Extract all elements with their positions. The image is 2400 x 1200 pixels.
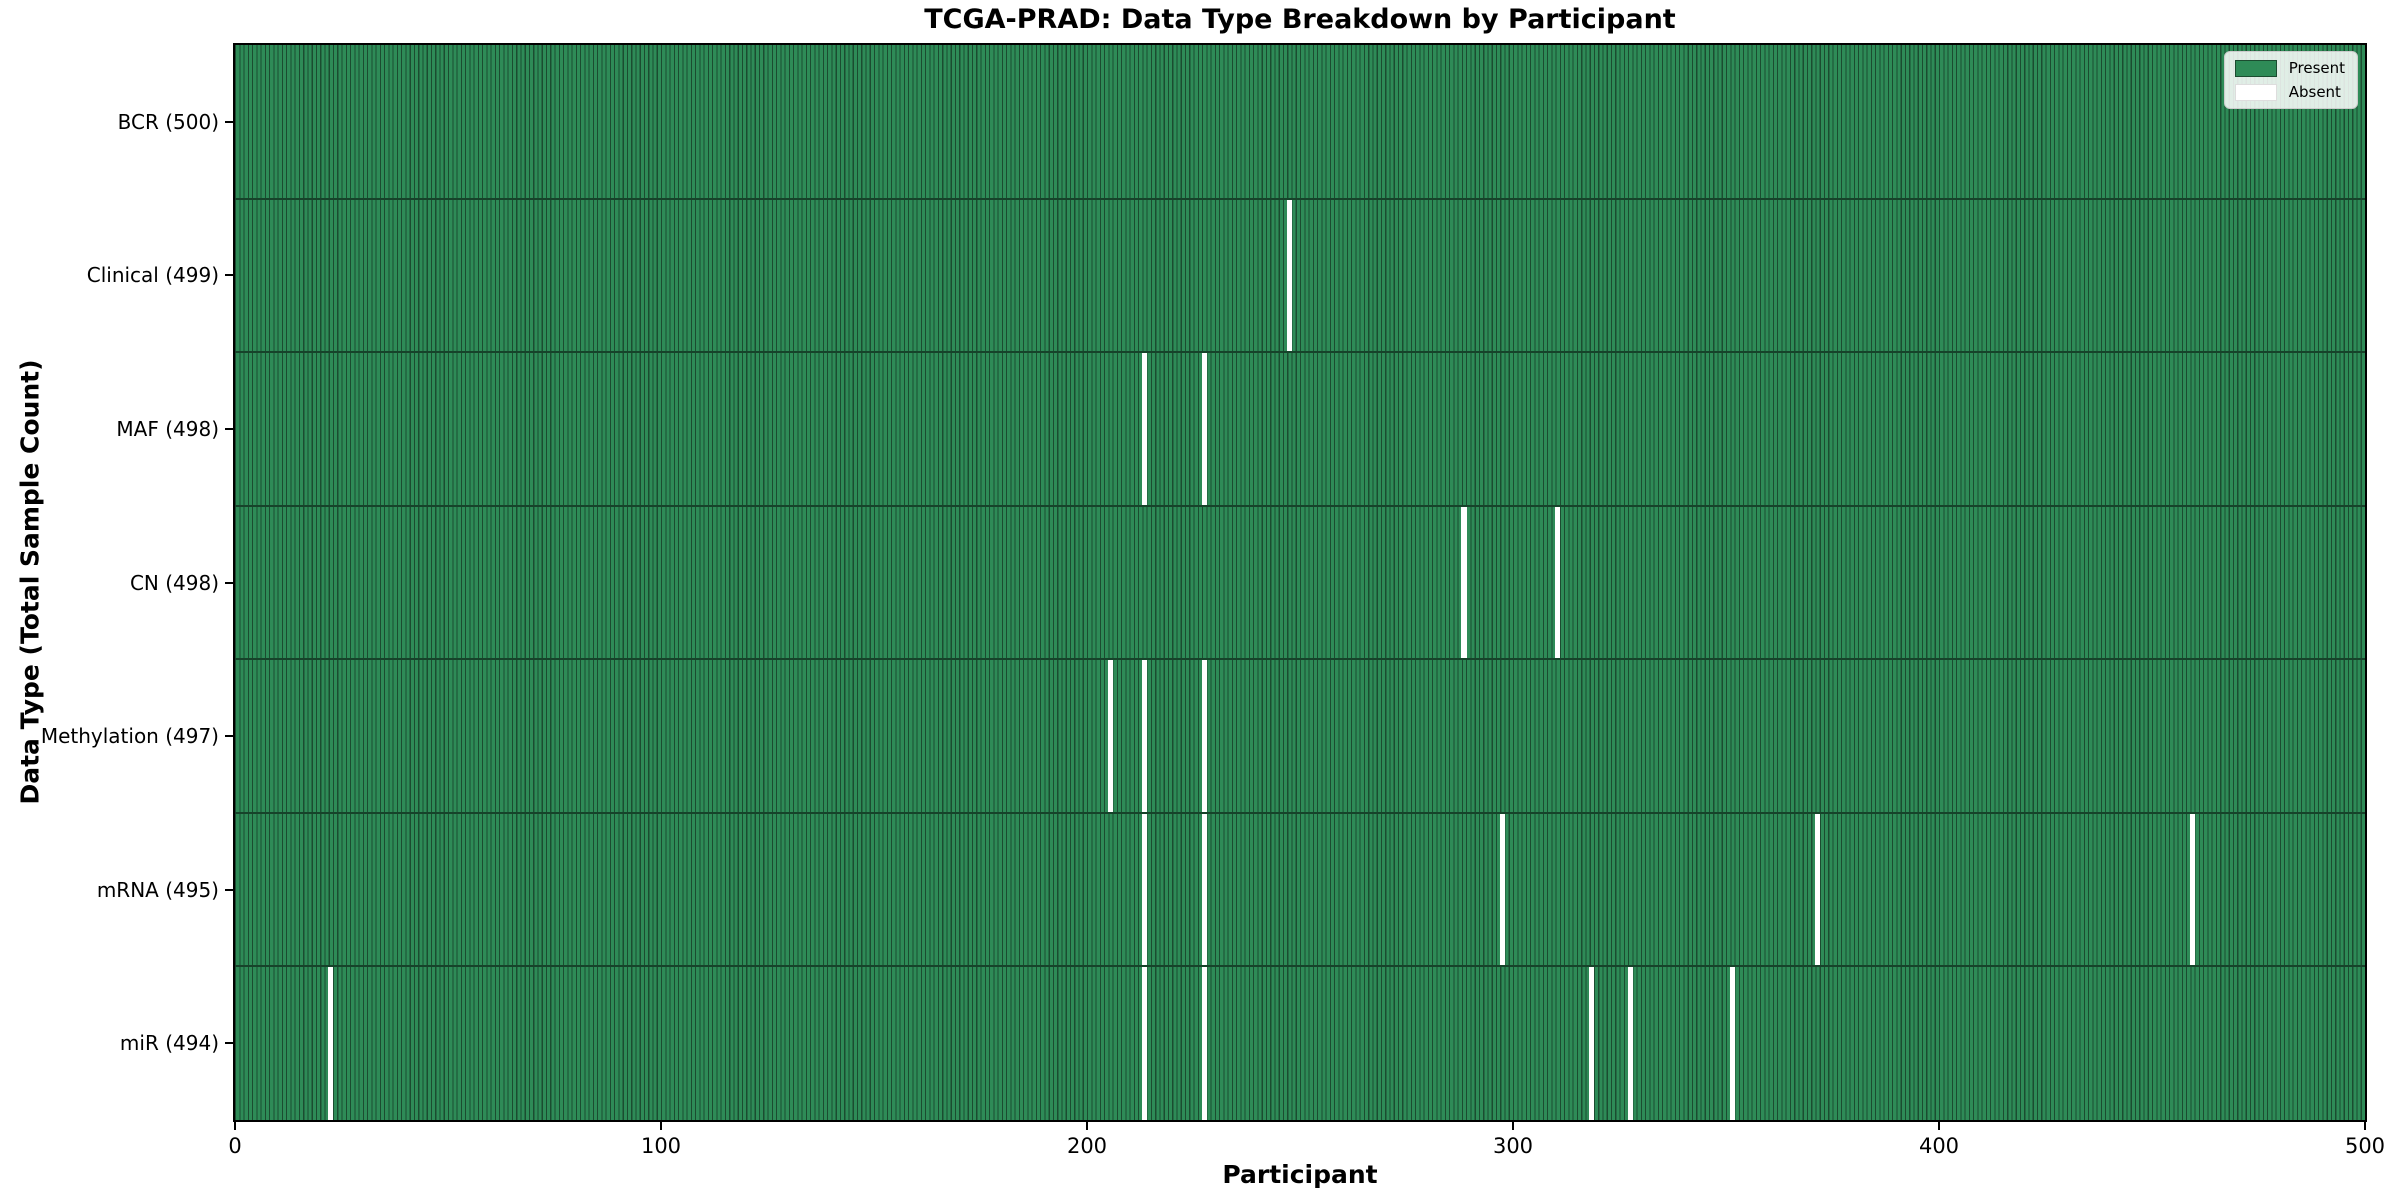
absent-gap-methylation-205 [1107,659,1113,813]
row-separator [235,658,2365,661]
absent-gap-maf-227 [1201,352,1207,506]
absent-gap-mrna-227 [1201,812,1207,967]
absent-gap-mir-351 [1729,966,1735,1120]
absent-gap-mrna-213 [1141,812,1148,967]
x-tick-label: 0 [228,1134,242,1158]
legend-item-absent: Absent [2234,83,2345,101]
y-tick-label-methylation: Methylation (497) [40,724,219,749]
x-tick-mark [1512,1122,1514,1130]
heatmap-row-bcr [235,45,2365,199]
absent-gap-mir-22 [328,966,334,1120]
row-separator [235,811,2365,814]
absent-gap-mrna-371 [1815,812,1821,967]
heatmap-row-mir [235,966,2365,1120]
absent-gap-mir-227 [1201,966,1207,1120]
x-tick-label: 500 [2344,1134,2386,1158]
legend-label-absent: Absent [2288,83,2341,101]
y-tick-mark [225,581,233,584]
y-tick-mark [225,427,233,430]
x-tick-label: 200 [1066,1134,1108,1158]
heatmap-row-mrna [235,812,2365,967]
y-tick-label-mir: miR (494) [119,1031,219,1056]
legend: Present Absent [2223,51,2358,109]
y-tick-mark [225,735,233,738]
x-tick-label: 100 [640,1134,682,1158]
absent-gap-clinical-247 [1286,198,1292,353]
row-separator [235,197,2365,200]
absent-gap-mir-327 [1627,966,1633,1120]
absent-swatch-icon [2234,83,2277,101]
legend-item-present: Present [2234,59,2345,77]
x-tick-label: 300 [1492,1134,1534,1158]
y-tick-mark [225,1042,233,1045]
x-tick-mark [234,1122,236,1130]
x-axis-label: Participant [1222,1160,1378,1189]
absent-gap-cn-310 [1555,505,1561,660]
heatmap-row-maf [235,352,2365,506]
legend-label-present: Present [2288,59,2345,77]
heatmap-row-clinical [235,198,2365,353]
row-separator [235,965,2365,968]
absent-gap-maf-213 [1141,352,1148,506]
heatmap-row-cn [235,505,2365,660]
absent-gap-mir-213 [1141,966,1148,1120]
y-tick-label-mrna: mRNA (495) [96,877,219,902]
y-tick-mark [225,274,233,277]
x-tick-mark [1086,1122,1088,1130]
y-tick-label-clinical: Clinical (499) [86,263,219,288]
x-tick-mark [2364,1122,2366,1130]
y-tick-mark [225,888,233,891]
absent-gap-cn-288 [1461,505,1467,660]
y-tick-mark [225,120,233,123]
heatmap-row-methylation [235,659,2365,813]
y-tick-label-bcr: BCR (500) [117,109,219,134]
y-tick-label-maf: MAF (498) [116,416,219,441]
y-tick-label-cn: CN (498) [129,570,219,595]
x-tick-mark [1938,1122,1940,1130]
absent-gap-methylation-213 [1141,659,1148,813]
x-tick-label: 400 [1918,1134,1960,1158]
absent-gap-mrna-297 [1499,812,1505,967]
absent-gap-mrna-459 [2189,812,2195,967]
present-swatch-icon [2234,59,2277,77]
row-separator [235,504,2365,507]
plot-area: Present Absent [233,43,2367,1122]
row-separator [235,351,2365,354]
chart-title: TCGA-PRAD: Data Type Breakdown by Partic… [924,4,1676,35]
x-tick-mark [660,1122,662,1130]
absent-gap-methylation-227 [1201,659,1207,813]
absent-gap-mir-318 [1589,966,1595,1120]
